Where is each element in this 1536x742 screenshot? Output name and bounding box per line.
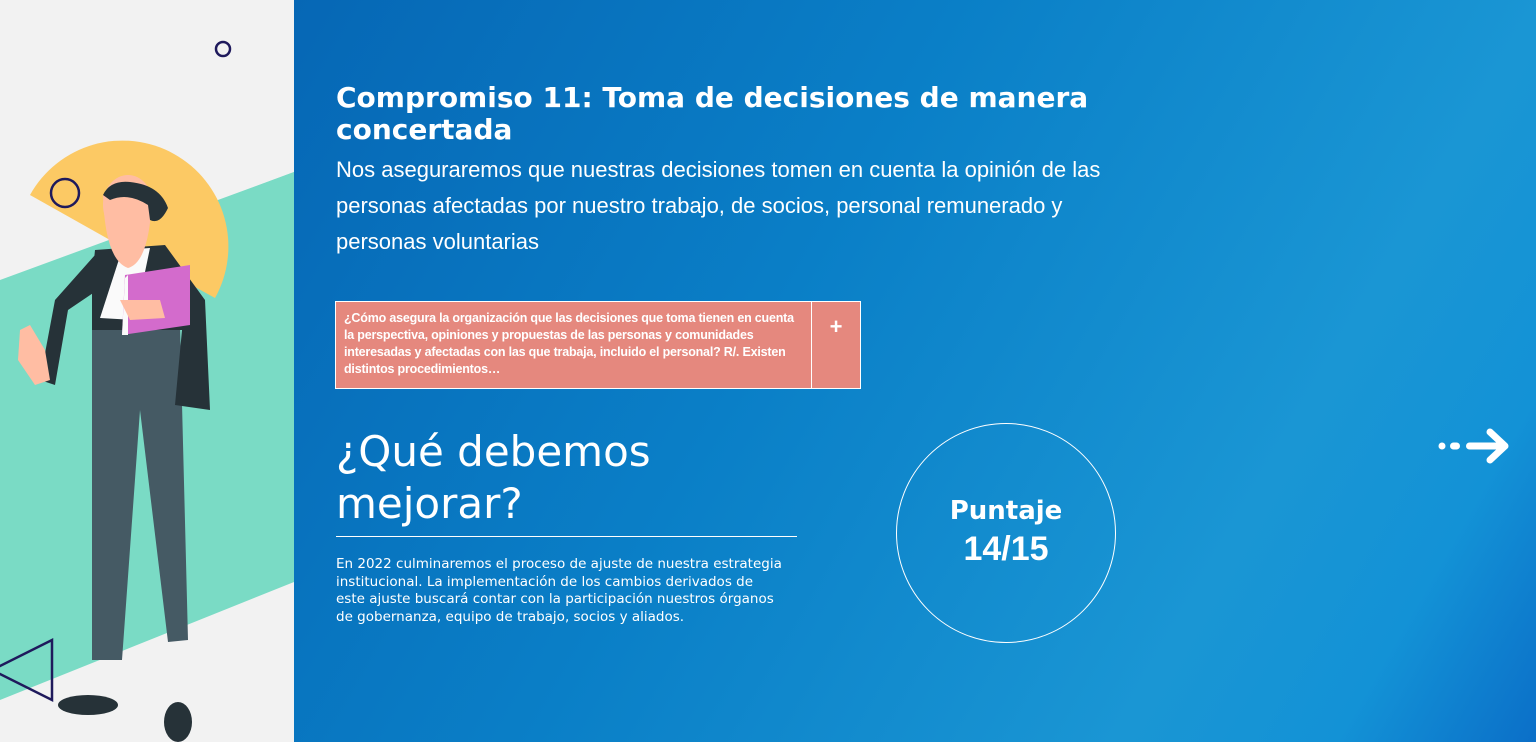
plus-icon: + — [829, 314, 843, 339]
score-label: Puntaje — [949, 496, 1063, 526]
score-value: 14/15 — [963, 530, 1049, 568]
next-button[interactable] — [1436, 428, 1512, 469]
woman-with-folder-illustration — [0, 40, 294, 742]
improve-heading: ¿Qué debemos mejorar? — [336, 427, 651, 528]
commitment-panel: Compromiso 11: Toma de decisiones de man… — [294, 0, 1536, 742]
improve-body: En 2022 culminaremos el proceso de ajust… — [336, 556, 782, 625]
commitment-title: Compromiso 11: Toma de decisiones de man… — [336, 81, 1089, 146]
commitment-subtitle: Nos aseguraremos que nuestras decisiones… — [336, 157, 1101, 254]
score-circle: Puntaje 14/15 — [896, 423, 1116, 643]
divider — [336, 536, 797, 537]
dotted-arrow-right-icon — [1438, 428, 1509, 464]
question-text: ¿Cómo asegura la organización que las de… — [344, 311, 794, 376]
expand-button[interactable]: + — [811, 302, 860, 388]
illustration-panel — [0, 0, 294, 742]
question-accordion[interactable]: ¿Cómo asegura la organización que las de… — [335, 301, 861, 389]
